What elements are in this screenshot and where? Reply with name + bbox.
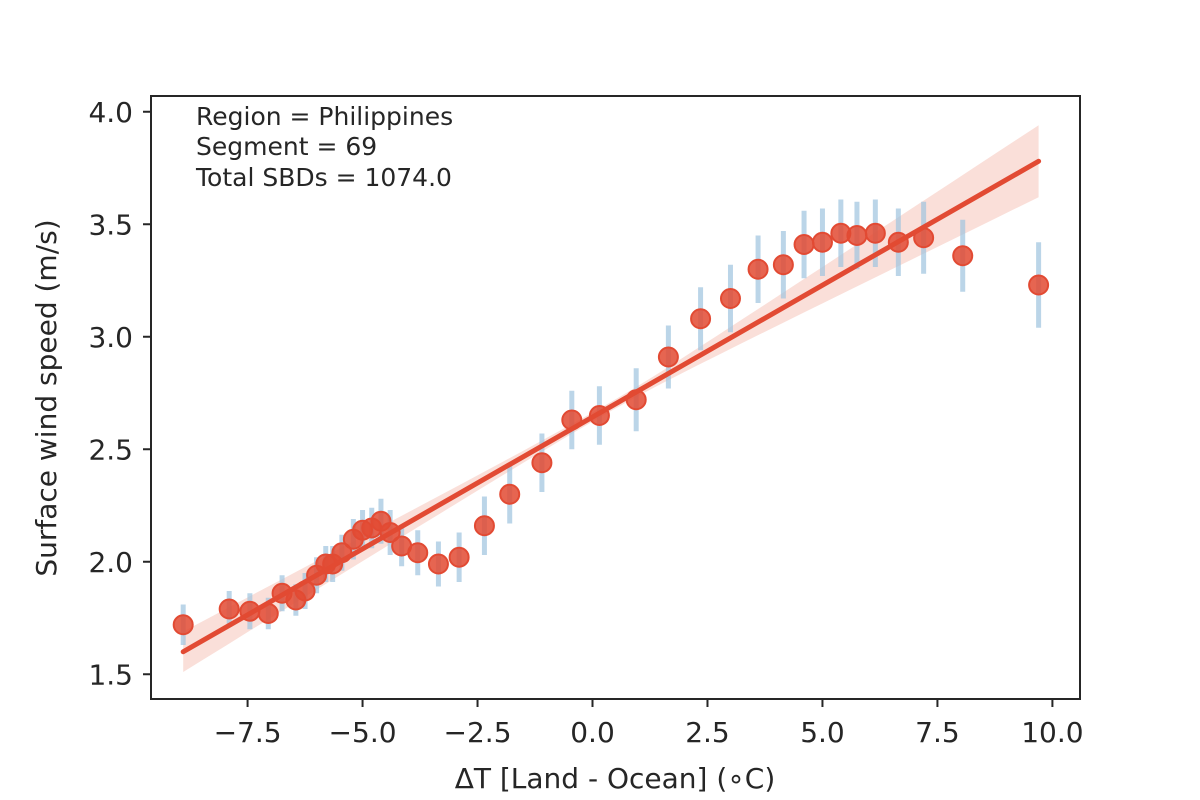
data-point bbox=[811, 231, 833, 253]
data-point bbox=[379, 522, 401, 543]
y-axis-label: Surface wind speed (m/s) bbox=[30, 219, 63, 576]
data-point bbox=[719, 288, 741, 309]
y-axis: 1.5 2.0 2.5 3.0 3.5 4.0 bbox=[88, 96, 151, 691]
y-tick-label: 2.5 bbox=[88, 433, 133, 466]
data-point bbox=[531, 452, 553, 474]
data-point bbox=[257, 603, 279, 624]
x-tick-label: −5.0 bbox=[329, 716, 397, 749]
annotation-region: Region = Philippines bbox=[196, 102, 453, 131]
data-point bbox=[427, 553, 449, 575]
x-tick-label: −7.5 bbox=[214, 716, 282, 749]
annotation-total-sbds: Total SBDs = 1074.0 bbox=[195, 163, 452, 192]
data-point bbox=[218, 598, 240, 620]
x-tick-label: 2.5 bbox=[685, 716, 730, 749]
x-tick-label: −2.5 bbox=[444, 716, 512, 749]
data-point bbox=[772, 254, 794, 276]
y-tick-label: 1.5 bbox=[88, 658, 133, 691]
data-point bbox=[1028, 274, 1050, 296]
x-axis-label: ΔT [Land - Ocean] (∘C) bbox=[455, 762, 776, 795]
data-point bbox=[887, 231, 909, 253]
data-point bbox=[561, 409, 583, 431]
data-point bbox=[846, 225, 868, 246]
x-tick-label: 10.0 bbox=[1021, 716, 1083, 749]
data-point bbox=[473, 515, 495, 537]
data-point bbox=[690, 308, 712, 330]
x-axis: −7.5 −5.0 −2.5 0.0 2.5 5.0 7.5 10.0 bbox=[214, 699, 1084, 749]
data-point bbox=[864, 222, 886, 244]
y-tick-label: 4.0 bbox=[88, 96, 133, 129]
data-point bbox=[588, 405, 610, 426]
data-point bbox=[239, 600, 261, 622]
data-point bbox=[294, 580, 316, 602]
data-point bbox=[331, 542, 353, 564]
data-point bbox=[747, 258, 769, 280]
y-tick-label: 3.0 bbox=[88, 321, 133, 354]
y-tick-label: 3.5 bbox=[88, 208, 133, 241]
plot-area bbox=[172, 125, 1050, 673]
data-point bbox=[657, 346, 679, 368]
x-tick-label: 0.0 bbox=[570, 716, 615, 749]
data-point bbox=[625, 389, 647, 411]
data-point bbox=[952, 245, 974, 267]
x-tick-label: 7.5 bbox=[915, 716, 960, 749]
data-point bbox=[913, 227, 935, 249]
y-tick-label: 2.0 bbox=[88, 546, 133, 579]
data-point bbox=[793, 234, 815, 255]
annotation-segment: Segment = 69 bbox=[196, 132, 377, 161]
axes-frame bbox=[150, 95, 1081, 700]
data-point bbox=[407, 542, 429, 564]
data-point bbox=[172, 614, 194, 636]
x-tick-label: 5.0 bbox=[800, 716, 845, 749]
data-point bbox=[499, 483, 521, 505]
data-point bbox=[448, 546, 470, 568]
